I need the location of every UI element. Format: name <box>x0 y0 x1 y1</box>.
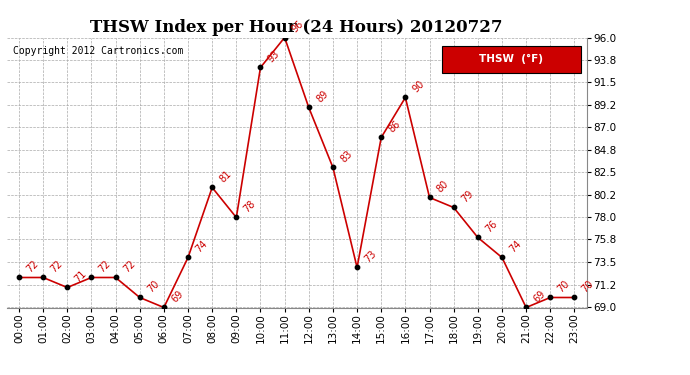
Text: 73: 73 <box>363 249 378 265</box>
Text: 72: 72 <box>49 259 65 275</box>
Text: 81: 81 <box>218 169 233 185</box>
Text: 70: 70 <box>580 279 595 295</box>
Point <box>303 105 314 111</box>
Text: Copyright 2012 Cartronics.com: Copyright 2012 Cartronics.com <box>12 46 183 56</box>
Point <box>86 274 97 280</box>
Point <box>424 195 435 201</box>
Text: 72: 72 <box>121 259 137 275</box>
Point <box>255 64 266 70</box>
Text: 90: 90 <box>411 79 426 95</box>
Text: 96: 96 <box>290 19 306 35</box>
Text: 93: 93 <box>266 49 282 65</box>
FancyBboxPatch shape <box>442 46 581 73</box>
Text: 83: 83 <box>339 149 354 165</box>
Point <box>472 234 483 240</box>
Point <box>545 294 556 300</box>
Text: 69: 69 <box>532 289 547 305</box>
Point <box>182 255 193 261</box>
Text: 72: 72 <box>25 259 41 275</box>
Point <box>520 304 531 310</box>
Point <box>37 274 48 280</box>
Text: 71: 71 <box>73 269 88 285</box>
Text: 70: 70 <box>556 279 571 295</box>
Text: 86: 86 <box>387 119 402 135</box>
Point <box>14 274 25 280</box>
Text: THSW  (°F): THSW (°F) <box>479 54 543 64</box>
Point <box>569 294 580 300</box>
Title: THSW Index per Hour (24 Hours) 20120727: THSW Index per Hour (24 Hours) 20120727 <box>90 19 503 36</box>
Point <box>400 94 411 100</box>
Text: 76: 76 <box>484 219 499 235</box>
Text: 74: 74 <box>194 239 209 255</box>
Point <box>279 34 290 40</box>
Text: 78: 78 <box>242 199 257 215</box>
Text: 89: 89 <box>315 89 330 105</box>
Text: 69: 69 <box>170 289 185 305</box>
Text: 80: 80 <box>435 179 451 195</box>
Text: 70: 70 <box>146 279 161 295</box>
Point <box>448 204 460 210</box>
Text: 72: 72 <box>97 259 113 275</box>
Point <box>328 165 339 171</box>
Point <box>207 184 218 190</box>
Point <box>134 294 145 300</box>
Point <box>375 135 386 141</box>
Point <box>230 214 241 220</box>
Point <box>351 264 363 270</box>
Point <box>158 304 169 310</box>
Point <box>110 274 121 280</box>
Text: 74: 74 <box>508 239 523 255</box>
Text: 79: 79 <box>460 189 475 205</box>
Point <box>497 255 508 261</box>
Point <box>62 285 73 291</box>
